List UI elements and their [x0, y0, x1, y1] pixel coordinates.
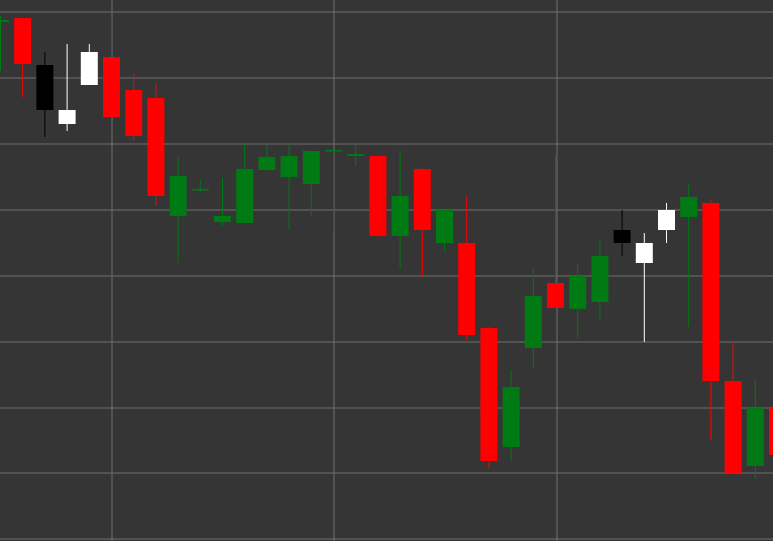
candles-layer [0, 16, 773, 479]
candle-body [0, 20, 9, 22]
candle-body [236, 169, 254, 223]
candle [680, 184, 698, 327]
candle-body [680, 197, 698, 217]
candle-body [724, 381, 742, 473]
candle [480, 327, 498, 468]
candle-body [436, 210, 453, 243]
candle-body [746, 408, 764, 466]
candle [302, 150, 320, 216]
candle [391, 151, 409, 269]
candle [214, 178, 231, 226]
candle [769, 408, 773, 455]
candle [58, 44, 76, 131]
candle [169, 157, 187, 263]
candle [280, 144, 298, 230]
candle-body [769, 408, 773, 455]
candle [635, 233, 653, 342]
candle [347, 145, 365, 166]
candle-body [369, 156, 387, 236]
candle [191, 180, 209, 193]
candle [14, 18, 32, 97]
candle-body [302, 151, 320, 184]
candle [80, 44, 98, 85]
candle-body [191, 189, 209, 191]
candle-body [413, 169, 431, 230]
candle-body [502, 387, 520, 447]
candle [724, 341, 742, 473]
candle-body [14, 18, 32, 64]
candle-body [391, 196, 409, 236]
candle-body [635, 243, 653, 263]
candle [369, 155, 387, 237]
candle [125, 74, 143, 141]
candle-body [702, 203, 720, 381]
candle-body [36, 65, 54, 110]
candle [569, 263, 587, 339]
candle-body [591, 256, 609, 302]
candle-body [325, 150, 342, 152]
candle-body [458, 243, 476, 335]
candle [0, 16, 9, 71]
candle [36, 52, 54, 137]
candle-body [280, 156, 298, 177]
candle [258, 145, 276, 171]
candle-body [658, 210, 675, 230]
candle [613, 210, 631, 256]
candle-body [214, 216, 231, 222]
candle [502, 370, 520, 461]
candle [147, 83, 165, 206]
candle-body [613, 230, 631, 243]
candle-body [169, 176, 187, 216]
candle [591, 239, 609, 321]
candle [547, 155, 564, 308]
candle [103, 17, 120, 122]
candle-body [258, 157, 276, 170]
candle-body [480, 328, 498, 461]
candle [702, 200, 720, 440]
candle-body [80, 52, 98, 85]
candle-body [58, 110, 76, 124]
candle-body [125, 90, 143, 136]
candle [236, 144, 254, 223]
candle [325, 150, 342, 234]
candle-body [524, 296, 542, 348]
candle [413, 168, 431, 275]
candle-body [103, 57, 120, 117]
candle-body [147, 98, 165, 196]
candle [436, 209, 453, 251]
candle-body [547, 283, 564, 308]
candle [524, 267, 542, 369]
candle-body [347, 154, 365, 156]
candle [658, 203, 675, 243]
candle [458, 195, 476, 340]
candle [746, 379, 764, 479]
candle-body [569, 276, 587, 309]
